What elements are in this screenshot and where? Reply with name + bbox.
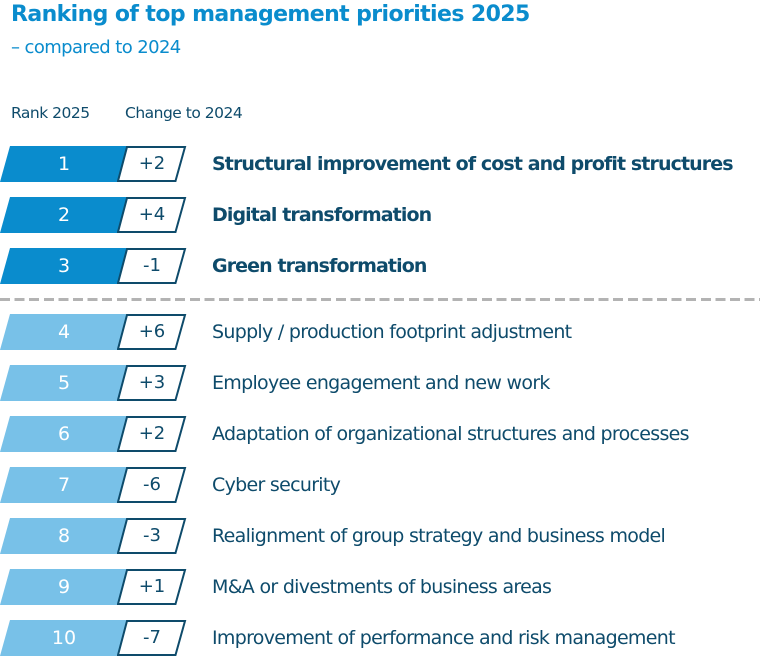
priority-label: Employee engagement and new work (212, 372, 550, 394)
change-badge: +3 (117, 365, 187, 401)
rank-value: 5 (57, 372, 71, 394)
change-value: +2 (138, 423, 166, 444)
change-badge: -3 (117, 518, 187, 554)
change-badge: +1 (117, 569, 187, 605)
table-row: 4 +6 Supply / production footprint adjustm… (0, 314, 760, 350)
change-value: -3 (143, 525, 161, 546)
change-badge: -6 (117, 467, 187, 503)
column-header-rank: Rank 2025 (11, 104, 90, 122)
chart-title: Ranking of top management priorities 202… (11, 2, 530, 27)
change-badge: -1 (117, 248, 187, 284)
change-box-outline (117, 197, 187, 233)
rank-badge: 10 (0, 620, 128, 656)
change-box-outline (117, 248, 187, 284)
chart-subtitle: – compared to 2024 (11, 37, 181, 58)
change-badge: +2 (117, 416, 187, 452)
change-box-outline (117, 569, 187, 605)
change-badge: -7 (117, 620, 187, 656)
rank-badge: 3 (0, 248, 128, 284)
rank-badge: 8 (0, 518, 128, 554)
change-badge: +6 (117, 314, 187, 350)
change-badge: +4 (117, 197, 187, 233)
change-box-outline (117, 314, 187, 350)
table-row: 1 +2 Structural improvement of cost and pr… (0, 146, 760, 182)
change-box-outline (117, 467, 187, 503)
rank-value: 7 (57, 474, 71, 496)
change-value: -1 (143, 255, 161, 276)
rank-value: 4 (57, 321, 71, 343)
change-value: -7 (143, 627, 161, 648)
column-header-change: Change to 2024 (125, 104, 243, 122)
rank-badge: 9 (0, 569, 128, 605)
change-box-outline (117, 416, 187, 452)
priority-label: Green transformation (212, 255, 427, 277)
priority-label: Realignment of group strategy and busine… (212, 525, 666, 547)
top3-divider (0, 298, 760, 301)
table-row: 9 +1 M&A or divestments of business areas (0, 569, 760, 605)
priority-label: Adaptation of organizational structures … (212, 423, 690, 445)
change-value: +2 (138, 153, 166, 174)
table-row: 8 -3 Realignment of group strategy and bus… (0, 518, 760, 554)
priority-label: Supply / production footprint adjustment (212, 321, 572, 343)
rank-badge: 7 (0, 467, 128, 503)
change-value: -6 (143, 474, 161, 495)
change-value: +6 (138, 321, 166, 342)
change-value: +1 (138, 576, 166, 597)
rank-badge: 1 (0, 146, 128, 182)
table-row: 5 +3 Employee engagement and new work (0, 365, 760, 401)
table-row: 3 -1 Green transformation (0, 248, 760, 284)
change-value: +4 (138, 204, 166, 225)
rank-value: 3 (57, 255, 71, 277)
change-box-outline (117, 365, 187, 401)
rank-badge: 4 (0, 314, 128, 350)
rank-badge: 6 (0, 416, 128, 452)
priority-label: Digital transformation (212, 204, 432, 226)
priority-label: Structural improvement of cost and profi… (212, 153, 734, 175)
change-box-outline (117, 146, 187, 182)
rank-value: 6 (57, 423, 71, 445)
rank-badge: 2 (0, 197, 128, 233)
table-row: 7 -6 Cyber security (0, 467, 760, 503)
rank-value: 8 (57, 525, 71, 547)
change-badge: +2 (117, 146, 187, 182)
table-row: 6 +2 Adaptation of organizational structur… (0, 416, 760, 452)
priority-label: M&A or divestments of business areas (212, 576, 552, 598)
rank-value: 1 (57, 153, 71, 175)
table-row: 2 +4 Digital transformation (0, 197, 760, 233)
priority-label: Improvement of performance and risk mana… (212, 627, 676, 649)
rank-value: 9 (57, 576, 71, 598)
rank-badge: 5 (0, 365, 128, 401)
change-value: +3 (138, 372, 166, 393)
priority-label: Cyber security (212, 474, 341, 496)
table-row: 10 -7 Improvement of performance and risk … (0, 620, 760, 656)
change-box-outline (117, 518, 187, 554)
rank-value: 10 (51, 627, 77, 649)
rank-value: 2 (57, 204, 71, 226)
